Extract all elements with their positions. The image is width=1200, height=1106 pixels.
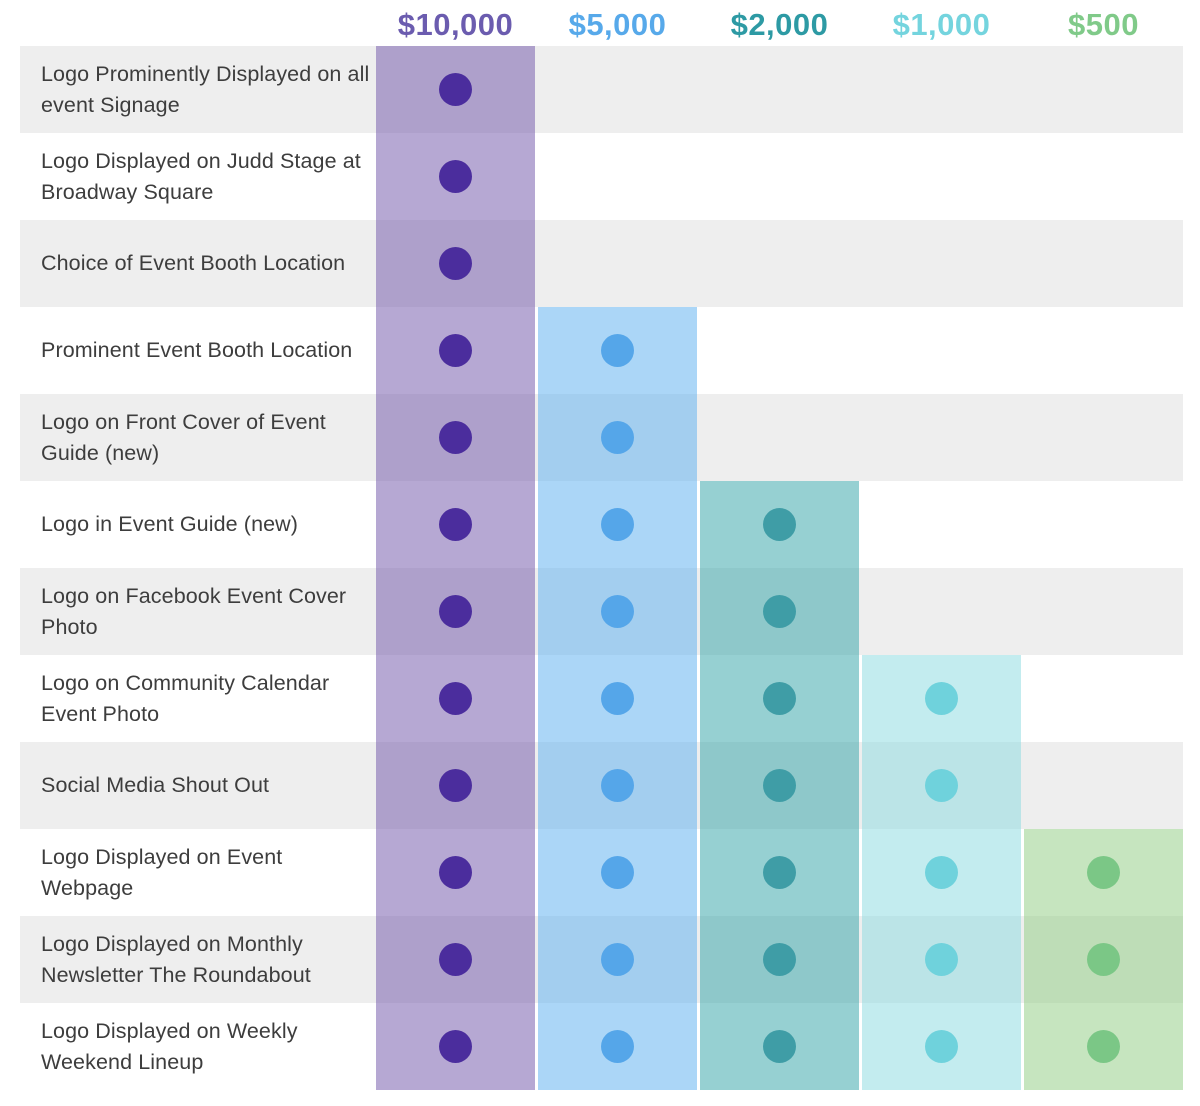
benefit-dot: [439, 1030, 472, 1063]
benefit-label: Logo Displayed on Judd Stage at Broadway…: [41, 148, 361, 204]
benefit-dot: [439, 682, 472, 715]
tier-header: $500: [1068, 7, 1139, 42]
benefit-dot: [601, 769, 634, 802]
benefit-label: Logo Displayed on Monthly Newsletter The…: [41, 931, 311, 987]
benefit-row: Logo in Event Guide (new): [20, 481, 1183, 568]
benefit-dot: [763, 508, 796, 541]
benefit-dot: [763, 682, 796, 715]
benefit-dot: [763, 769, 796, 802]
benefit-dot: [601, 1030, 634, 1063]
benefit-label: Logo Displayed on Weekly Weekend Lineup: [41, 1018, 298, 1074]
benefit-dot: [439, 943, 472, 976]
benefit-dot: [763, 595, 796, 628]
benefit-label: Social Media Shout Out: [41, 773, 270, 798]
benefit-dot: [601, 334, 634, 367]
benefit-dot: [439, 508, 472, 541]
benefit-dot: [925, 1030, 958, 1063]
benefit-label: Logo Prominently Displayed on all event …: [41, 61, 370, 117]
benefit-dot: [925, 682, 958, 715]
benefit-dot: [439, 769, 472, 802]
benefit-row: Logo Displayed on Event Webpage: [20, 829, 1183, 916]
benefit-dot: [925, 769, 958, 802]
benefit-dot: [601, 421, 634, 454]
benefit-dot: [439, 856, 472, 889]
benefit-dot: [1087, 856, 1120, 889]
benefit-dot: [601, 856, 634, 889]
benefit-row: Logo Displayed on Weekly Weekend Lineup: [20, 1003, 1183, 1090]
benefit-row: Logo Prominently Displayed on all event …: [20, 46, 1183, 133]
benefit-dot: [601, 682, 634, 715]
benefit-row: Choice of Event Booth Location: [20, 220, 1183, 307]
tier-header: $1,000: [892, 7, 991, 42]
benefit-label: Choice of Event Booth Location: [41, 251, 346, 276]
benefit-label: Logo on Front Cover of Event Guide (new): [41, 409, 326, 465]
tier-header: $10,000: [397, 7, 514, 42]
benefit-dot: [439, 421, 472, 454]
benefit-dot: [925, 943, 958, 976]
benefit-row: Logo on Community Calendar Event Photo: [20, 655, 1183, 742]
benefit-dot: [601, 508, 634, 541]
benefit-dot: [439, 160, 472, 193]
benefit-label: Prominent Event Booth Location: [41, 338, 353, 363]
benefit-dot: [763, 1030, 796, 1063]
benefit-label: Logo on Community Calendar Event Photo: [41, 670, 330, 726]
benefit-dot: [601, 595, 634, 628]
benefit-dot: [763, 943, 796, 976]
benefit-label: Logo Displayed on Event Webpage: [41, 844, 283, 900]
benefit-dot: [439, 73, 472, 106]
tier-band: [376, 46, 535, 1090]
benefit-label: Logo in Event Guide (new): [41, 512, 299, 537]
tier-header: $5,000: [568, 7, 667, 42]
benefit-dot: [763, 856, 796, 889]
benefit-dot: [439, 247, 472, 280]
benefit-dot: [439, 334, 472, 367]
benefit-dot: [601, 943, 634, 976]
benefit-row: Prominent Event Booth Location: [20, 307, 1183, 394]
benefit-dot: [439, 595, 472, 628]
benefit-dot: [1087, 1030, 1120, 1063]
benefit-row: Logo Displayed on Judd Stage at Broadway…: [20, 133, 1183, 220]
benefit-dot: [925, 856, 958, 889]
benefit-dot: [1087, 943, 1120, 976]
benefit-label: Logo on Facebook Event Cover Photo: [41, 583, 347, 639]
tier-header: $2,000: [730, 7, 829, 42]
